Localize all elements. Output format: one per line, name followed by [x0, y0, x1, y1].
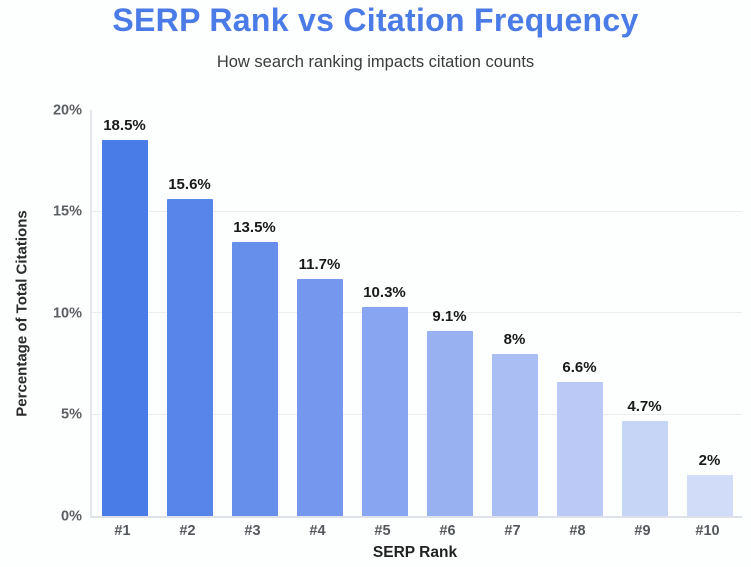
bar-value-label: 13.5% — [233, 218, 276, 236]
bar — [621, 420, 668, 516]
bar — [491, 353, 538, 516]
x-tick-label: #8 — [569, 523, 586, 539]
bar-value-label: 8% — [503, 330, 526, 348]
y-tick-label: 15% — [52, 203, 82, 220]
bar-value-label: 2% — [698, 452, 721, 470]
bar — [296, 278, 343, 516]
gridline-5 — [92, 413, 742, 415]
bar-value-label: 6.6% — [562, 359, 597, 377]
bar-group-rank-2: 15.6% — [157, 110, 222, 516]
bar — [556, 382, 603, 516]
gridline-15 — [92, 210, 742, 212]
y-tick-label: 20% — [52, 101, 82, 118]
bar-group-rank-1: 18.5% — [92, 110, 157, 516]
bar — [101, 140, 148, 516]
gridline-10 — [92, 312, 742, 313]
bar-value-label: 4.7% — [627, 397, 662, 415]
y-tick-label: 5% — [61, 406, 82, 423]
bar-group-rank-4: 11.7% — [287, 110, 352, 516]
x-tick-label: #6 — [439, 523, 456, 539]
x-tick-label: #4 — [309, 523, 326, 539]
bar-group-rank-10: 2% — [677, 110, 742, 516]
bar-group-rank-7: 8% — [482, 110, 547, 516]
bar-group-rank-8: 6.6% — [547, 110, 612, 516]
x-tick-label: #7 — [504, 523, 521, 539]
bar — [231, 241, 278, 516]
chart-title: SERP Rank vs Citation Frequency — [112, 2, 639, 38]
bar — [686, 475, 733, 516]
bar-group-rank-3: 13.5% — [222, 110, 287, 516]
bar-value-label: 18.5% — [103, 117, 146, 135]
x-tick-label: #3 — [244, 523, 261, 539]
bar-value-label: 9.1% — [432, 308, 467, 326]
x-tick-label: #10 — [695, 523, 720, 539]
y-tick-label: 0% — [61, 507, 82, 524]
bar-value-label: 11.7% — [298, 255, 341, 273]
x-tick-label: #1 — [114, 523, 131, 539]
x-tick-label: #9 — [634, 523, 651, 539]
y-tick-label: 10% — [52, 304, 82, 321]
x-tick-label: #5 — [374, 523, 391, 539]
bar-group-rank-5: 10.3% — [352, 110, 417, 516]
x-tick-label: #2 — [179, 523, 196, 539]
bar-group-rank-6: 9.1% — [417, 110, 482, 516]
plot-area: 0% 5% 10% 15% 20% 18.5% 15.6% 13.5% 11.7% 10.3% 9… — [53, 103, 742, 523]
bar — [166, 199, 213, 516]
bar-value-label: 10.3% — [363, 283, 406, 301]
bar-group-rank-9: 4.7% — [612, 110, 677, 516]
x-axis-title: SERP Rank — [372, 544, 458, 561]
x-axis-ticks: #1 #2 #3 #4 #5 #6 #7 #8 #9 #10 — [90, 523, 740, 539]
bars-layer: 18.5% 15.6% 13.5% 11.7% 10.3% 9.1% 8% 6.6% 4.7% 2… — [92, 110, 742, 516]
bar — [426, 331, 473, 516]
chart-subtitle: How search ranking impacts citation coun… — [216, 53, 535, 71]
bar-value-label: 15.6% — [168, 176, 211, 194]
bar — [361, 306, 408, 516]
